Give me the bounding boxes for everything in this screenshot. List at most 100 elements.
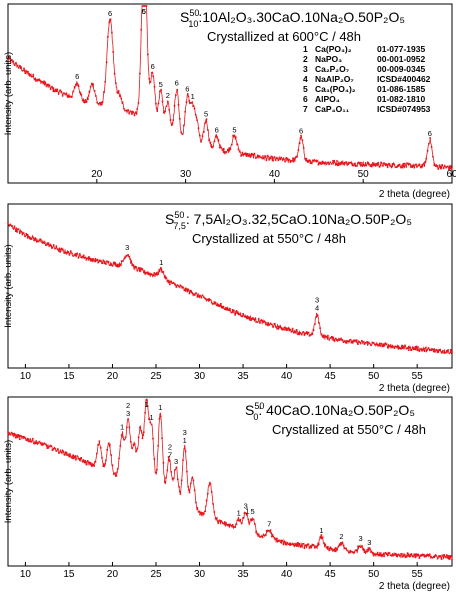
data-point — [402, 162, 405, 165]
data-point — [327, 334, 329, 337]
peak-label: 1 — [183, 436, 187, 445]
data-point — [408, 162, 410, 165]
data-point — [401, 347, 404, 350]
data-point — [20, 435, 22, 437]
data-point — [94, 258, 97, 260]
data-point — [310, 334, 312, 336]
data-point — [353, 340, 355, 343]
data-point — [393, 163, 396, 166]
data-point — [153, 85, 156, 88]
data-point — [404, 162, 406, 165]
data-point — [104, 80, 106, 83]
data-point — [44, 81, 47, 84]
data-point — [32, 437, 34, 440]
data-point — [122, 436, 124, 438]
data-point — [111, 464, 114, 466]
data-point — [293, 331, 295, 334]
data-point — [400, 347, 402, 350]
x-tick-label: 20 — [107, 371, 119, 382]
data-point — [267, 324, 269, 327]
data-point — [68, 455, 71, 458]
data-point — [361, 165, 364, 167]
data-point — [113, 72, 116, 75]
data-point — [178, 285, 180, 288]
data-point — [17, 228, 20, 230]
data-point — [332, 336, 334, 339]
data-point — [438, 164, 441, 166]
data-point — [66, 452, 68, 454]
data-point — [161, 437, 163, 439]
data-point — [75, 83, 77, 86]
data-point — [161, 100, 164, 103]
data-point — [378, 554, 380, 556]
data-point — [246, 513, 248, 516]
data-point — [30, 441, 33, 443]
data-point — [192, 105, 194, 107]
data-point — [130, 262, 132, 264]
data-point — [76, 252, 78, 255]
data-point — [352, 342, 354, 344]
data-point — [319, 536, 321, 539]
data-point — [277, 328, 280, 330]
data-point — [365, 551, 367, 553]
data-point — [235, 523, 238, 526]
data-point — [384, 163, 386, 165]
data-point — [429, 349, 431, 352]
data-point — [165, 276, 167, 279]
data-point — [299, 331, 302, 334]
data-point — [216, 136, 218, 139]
data-point — [89, 257, 92, 260]
data-point — [397, 554, 400, 556]
data-point — [428, 142, 430, 145]
data-point — [255, 531, 257, 534]
data-point — [370, 344, 372, 346]
data-point — [420, 165, 422, 168]
data-point — [349, 551, 351, 553]
data-point — [234, 526, 236, 528]
data-point — [197, 295, 200, 298]
data-point — [267, 529, 269, 532]
data-point — [81, 460, 84, 463]
data-point — [385, 553, 388, 555]
data-point — [412, 555, 414, 558]
data-point — [359, 546, 362, 548]
data-point — [207, 129, 209, 131]
data-point — [45, 83, 48, 86]
data-point — [123, 257, 125, 260]
data-point — [362, 547, 364, 550]
data-point — [91, 82, 93, 85]
data-point — [379, 554, 381, 557]
data-point — [188, 100, 190, 102]
data-point — [213, 511, 216, 513]
data-point — [342, 162, 345, 165]
data-point — [203, 512, 205, 515]
x-tick-label: 50 — [368, 371, 380, 382]
data-point — [438, 349, 440, 351]
data-point — [117, 90, 120, 92]
data-point — [249, 156, 252, 158]
data-point — [165, 477, 167, 479]
peak-label: 3 — [315, 296, 319, 305]
peak-label: 7 — [168, 451, 172, 460]
data-point — [133, 265, 136, 268]
data-point — [167, 279, 170, 282]
data-point — [290, 160, 293, 162]
data-point — [320, 333, 323, 336]
data-point — [446, 350, 448, 352]
data-point — [282, 543, 285, 546]
data-point — [298, 142, 301, 145]
data-point — [442, 350, 444, 352]
data-point — [322, 161, 325, 164]
data-point — [331, 548, 333, 550]
data-point — [340, 337, 342, 340]
data-point — [305, 157, 308, 160]
data-point — [143, 431, 145, 433]
data-point — [209, 483, 212, 485]
data-point — [371, 341, 374, 344]
data-point — [354, 165, 357, 167]
data-point — [172, 119, 174, 121]
data-point — [320, 162, 322, 165]
data-point — [328, 549, 330, 552]
data-point — [42, 443, 45, 445]
x-tick-label: 30 — [194, 371, 206, 382]
